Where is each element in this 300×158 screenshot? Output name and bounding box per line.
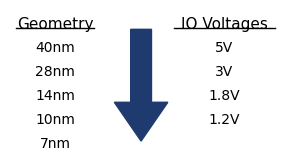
Text: 1.2V: 1.2V xyxy=(208,113,240,127)
Text: 10nm: 10nm xyxy=(35,113,75,127)
Text: 3V: 3V xyxy=(215,65,233,79)
Text: 40nm: 40nm xyxy=(35,41,75,55)
Text: 7nm: 7nm xyxy=(39,137,70,151)
Text: Geometry: Geometry xyxy=(16,17,93,32)
FancyArrow shape xyxy=(114,29,168,141)
Text: 28nm: 28nm xyxy=(35,65,75,79)
Text: 5V: 5V xyxy=(215,41,233,55)
Text: IO Voltages: IO Voltages xyxy=(181,17,268,32)
Text: 14nm: 14nm xyxy=(35,89,75,103)
Text: 1.8V: 1.8V xyxy=(208,89,240,103)
